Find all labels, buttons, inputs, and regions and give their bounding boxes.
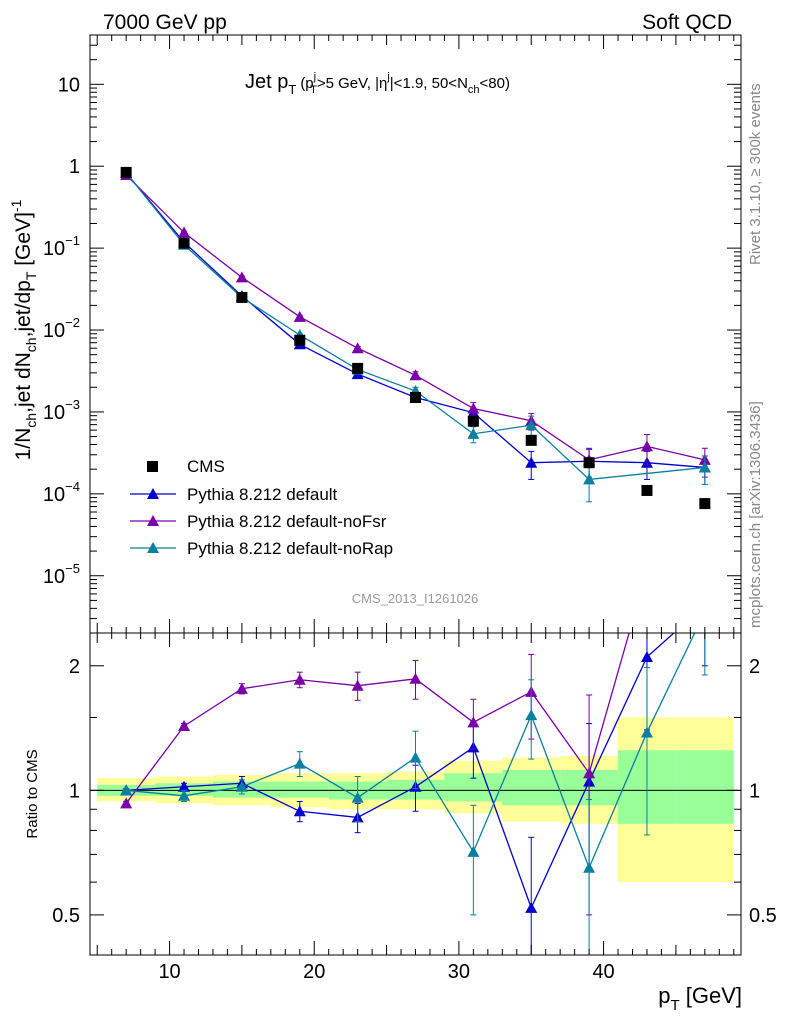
ratio-point <box>525 901 538 913</box>
ratio-point <box>293 673 306 685</box>
plot-title: Jet pT (pj T>5 GeV, |ηj|<1.9, 50<Nch<80) <box>245 71 510 97</box>
ratio-xlabel: pT [GeV] <box>658 983 742 1014</box>
ratio-y-tick-label: 1 <box>69 780 80 802</box>
ratio-point <box>235 780 248 792</box>
cms-data-point <box>410 392 421 404</box>
ratio-point <box>467 716 480 728</box>
ratio-point <box>525 709 538 721</box>
ratio-line <box>125 633 630 804</box>
ratio-tick-labels: 0.5 0.5 1 1 2 2 10 20 30 40 <box>52 656 777 983</box>
header-left: 7000 GeV pp <box>103 11 227 34</box>
mcplots-note: mcplots.cern.ch [arXiv:1306.3436] <box>747 401 764 628</box>
y-tick-label: 10−4 <box>43 479 80 506</box>
data-point <box>525 419 538 431</box>
data-point <box>583 473 596 485</box>
data-point <box>178 226 191 238</box>
series-line <box>125 172 705 469</box>
ratio-y-tick-label-right: 2 <box>749 656 760 678</box>
y-tick-label: 10−1 <box>43 233 80 260</box>
series-line <box>125 172 705 481</box>
main-ytick-labels: 10−5 10−4 10−3 10−2 10−1 1 10 <box>43 74 80 587</box>
ratio-y-tick-label-right: 1 <box>749 780 760 802</box>
y-tick-label: 10−5 <box>43 561 80 588</box>
ratio-point <box>351 679 364 691</box>
data-point <box>409 369 422 381</box>
ratio-point <box>583 861 596 873</box>
data-point <box>351 342 364 354</box>
ratio-point <box>409 751 422 763</box>
ratio-point <box>640 650 653 662</box>
x-tick-label: 10 <box>158 961 180 983</box>
ratio-point <box>235 682 248 694</box>
ratio-ticks <box>90 633 741 955</box>
ratio-point <box>293 757 306 769</box>
ratio-point <box>120 784 133 796</box>
analysis-watermark: CMS_2013_I1261026 <box>352 591 479 606</box>
x-tick-label: 40 <box>592 961 614 983</box>
ratio-point <box>178 720 191 732</box>
ratio-point <box>583 767 596 779</box>
cms-data-point <box>352 362 364 374</box>
ratio-point <box>699 599 711 610</box>
data-point <box>698 461 711 473</box>
header-right: Soft QCD <box>642 11 732 34</box>
main-ticks <box>90 34 741 634</box>
legend-marker-nofsr <box>147 515 159 526</box>
data-point <box>525 456 538 468</box>
series-line <box>125 174 705 461</box>
main-ylabel: 1/Nch,jet dNch,jet/dpT [GeV]-1 <box>8 199 39 460</box>
x-tick-label: 20 <box>303 961 325 983</box>
main-series <box>120 166 711 510</box>
ratio-panel: 0.5 0.5 1 1 2 2 10 20 30 40 Ratio to CMS pT [GeV] <box>24 564 777 1014</box>
ratio-series <box>120 564 711 955</box>
legend-label-nofsr: Pythia 8.212 default-noFsr <box>187 512 387 531</box>
x-tick-label: 30 <box>448 961 470 983</box>
ratio-point <box>120 797 133 809</box>
y-tick-label: 1 <box>69 156 80 178</box>
cms-data-point <box>120 166 132 178</box>
ratio-y-tick-label: 0.5 <box>52 905 80 927</box>
data-point <box>235 271 248 283</box>
uncertainty-band-stat <box>675 750 734 824</box>
ratio-point <box>409 672 422 684</box>
data-point <box>640 440 653 452</box>
main-panel: 10−5 10−4 10−3 10−2 10−1 1 10 Jet pT (pj T>5 GeV… <box>8 34 742 634</box>
cms-data-point <box>525 434 537 446</box>
ratio-ylabel: Ratio to CMS <box>24 749 41 838</box>
rivet-note: Rivet 3.1.10, ≥ 300k events <box>747 83 764 265</box>
ratio-point <box>178 789 191 801</box>
cms-data-point <box>178 237 190 249</box>
cms-data-point <box>467 415 479 427</box>
ratio-point <box>178 780 191 792</box>
legend-marker-default <box>147 488 159 499</box>
y-tick-label: 10−3 <box>43 397 80 424</box>
cms-data-point <box>583 457 595 469</box>
data-point <box>467 427 480 439</box>
data-point <box>293 310 306 322</box>
y-tick-label: 10−2 <box>43 315 80 342</box>
ratio-point <box>351 791 364 803</box>
ratio-point <box>640 726 653 738</box>
ratio-y-tick-label-right: 0.5 <box>749 905 777 927</box>
cms-data-point <box>236 291 248 303</box>
legend: CMS Pythia 8.212 default Pythia 8.212 de… <box>130 457 393 558</box>
ratio-point <box>641 564 653 575</box>
y-tick-label: 10 <box>58 74 80 96</box>
uncertainty-band-stat <box>270 781 329 798</box>
legend-label-cms: CMS <box>187 457 225 476</box>
legend-label-norap: Pythia 8.212 default-noRap <box>187 539 393 558</box>
ratio-point <box>699 606 711 617</box>
cms-data-point <box>294 334 306 346</box>
data-point <box>467 402 480 414</box>
cms-data-point <box>641 484 653 496</box>
legend-label-default: Pythia 8.212 default <box>187 485 338 504</box>
uncertainty-band-stat <box>502 769 561 806</box>
legend-marker-norap <box>147 542 159 553</box>
ratio-point <box>293 805 306 817</box>
cms-data-point <box>699 498 711 510</box>
legend-marker-cms <box>147 461 158 472</box>
ratio-point <box>467 845 480 857</box>
ratio-y-tick-label: 2 <box>69 656 80 678</box>
